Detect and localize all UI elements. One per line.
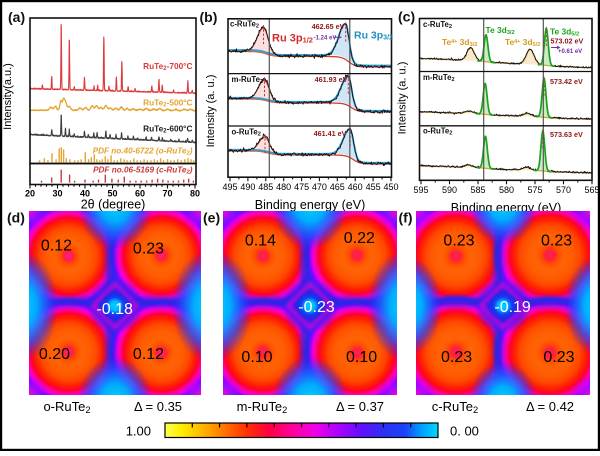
svg-text:m-RuTe2: m-RuTe2: [423, 73, 455, 83]
svg-text:Intensity (a. u.): Intensity (a. u.): [205, 75, 217, 148]
svg-text:461.41 eV: 461.41 eV: [314, 129, 347, 138]
svg-text:585: 585: [470, 185, 485, 195]
svg-text:0.23: 0.23: [441, 349, 472, 366]
svg-text:0.12: 0.12: [41, 238, 72, 255]
svg-text:o-RuTe2: o-RuTe2: [232, 128, 261, 138]
svg-text:590: 590: [442, 185, 457, 195]
svg-text:573.42 eV: 573.42 eV: [550, 77, 583, 86]
svg-text:(b): (b): [200, 9, 218, 25]
svg-text:Δ = 0.37: Δ = 0.37: [336, 399, 384, 414]
svg-text:450: 450: [383, 182, 398, 192]
svg-text:70: 70: [162, 189, 172, 199]
svg-text:(e): (e): [203, 210, 220, 226]
svg-text:Te 3d3/2: Te 3d3/2: [486, 25, 515, 36]
svg-text:RuTe2-600°C: RuTe2-600°C: [143, 124, 192, 135]
svg-text:573.63 eV: 573.63 eV: [550, 130, 583, 139]
svg-text:30: 30: [52, 189, 62, 199]
svg-text:575: 575: [527, 185, 542, 195]
svg-text:0.23: 0.23: [443, 233, 474, 250]
svg-text:Te 3d5/2: Te 3d5/2: [550, 27, 579, 38]
svg-text:475: 475: [294, 182, 309, 192]
svg-text:485: 485: [258, 182, 273, 192]
svg-text:465: 465: [330, 182, 345, 192]
svg-text:480: 480: [276, 182, 291, 192]
svg-text:-0.18: -0.18: [96, 301, 133, 318]
svg-text:(c): (c): [398, 9, 415, 25]
svg-text:0.20: 0.20: [39, 346, 70, 363]
svg-text:490: 490: [240, 182, 255, 192]
svg-text:m-RuTe2: m-RuTe2: [232, 75, 264, 85]
svg-text:c-RuTe2: c-RuTe2: [423, 20, 452, 30]
svg-text:PDF no.40-6722 (o-RuTe2): PDF no.40-6722 (o-RuTe2): [93, 147, 193, 157]
svg-text:Ru 3p1/2: Ru 3p1/2: [272, 33, 313, 45]
svg-text:461.93 eV: 461.93 eV: [315, 75, 348, 84]
svg-text:o-RuTe2: o-RuTe2: [43, 399, 90, 415]
svg-text:PDF no.06-5169 (c-RuTe2): PDF no.06-5169 (c-RuTe2): [93, 166, 193, 176]
svg-text:573.02 eV: 573.02 eV: [551, 37, 584, 46]
svg-text:462.65 eV: 462.65 eV: [312, 22, 345, 31]
svg-text:0.23: 0.23: [541, 233, 572, 250]
svg-text:-0.19: -0.19: [494, 299, 531, 316]
svg-text:Intensity(a.u.): Intensity(a.u.): [2, 63, 14, 130]
svg-text:-1.24 eV: -1.24 eV: [314, 36, 337, 42]
svg-text:495: 495: [222, 182, 237, 192]
svg-text:0.23: 0.23: [133, 241, 164, 258]
svg-text:2θ (degree): 2θ (degree): [81, 198, 146, 212]
svg-text:580: 580: [499, 185, 514, 195]
svg-text:0.10: 0.10: [241, 349, 272, 366]
svg-text:0.14: 0.14: [245, 233, 276, 250]
svg-text:0.10: 0.10: [346, 349, 377, 366]
svg-text:Binding energy (eV): Binding energy (eV): [255, 198, 365, 212]
svg-text:c-RuTe2: c-RuTe2: [432, 399, 478, 415]
svg-text:Δ = 0.42: Δ = 0.42: [526, 399, 574, 414]
svg-text:0.22: 0.22: [344, 230, 375, 247]
svg-text:Intensity (a. u.): Intensity (a. u.): [397, 62, 409, 135]
svg-text:470: 470: [312, 182, 327, 192]
svg-text:50: 50: [107, 189, 117, 199]
svg-text:455: 455: [366, 182, 381, 192]
svg-text:0.23: 0.23: [543, 349, 574, 366]
svg-text:Δ = 0.35: Δ = 0.35: [134, 399, 182, 414]
svg-text:20: 20: [25, 189, 35, 199]
svg-text:0. 00: 0. 00: [450, 424, 479, 439]
svg-text:Te4+ 3d3/2: Te4+ 3d3/2: [442, 37, 477, 48]
svg-text:0.12: 0.12: [133, 346, 164, 363]
svg-text:RuTe2-700°C: RuTe2-700°C: [143, 61, 192, 72]
svg-text:80: 80: [190, 189, 200, 199]
svg-text:1.00: 1.00: [126, 424, 151, 439]
svg-text:-0.23: -0.23: [298, 299, 335, 316]
svg-text:(f): (f): [399, 210, 413, 226]
svg-text:570: 570: [556, 185, 571, 195]
svg-text:565: 565: [584, 185, 599, 195]
svg-text:o-RuTe2: o-RuTe2: [423, 127, 452, 137]
svg-text:460: 460: [348, 182, 363, 192]
svg-text:595: 595: [413, 185, 428, 195]
svg-text:+0.61 eV: +0.61 eV: [558, 49, 582, 55]
svg-text:40: 40: [80, 189, 90, 199]
svg-text:m-RuTe2: m-RuTe2: [237, 399, 288, 415]
svg-text:Te4+ 3d5/2: Te4+ 3d5/2: [505, 37, 540, 48]
svg-text:RuTe2-500°C: RuTe2-500°C: [143, 98, 192, 109]
svg-text:(d): (d): [7, 210, 25, 226]
svg-text:c-RuTe2: c-RuTe2: [230, 20, 259, 30]
svg-text:(a): (a): [8, 9, 25, 25]
svg-text:60: 60: [135, 189, 145, 199]
